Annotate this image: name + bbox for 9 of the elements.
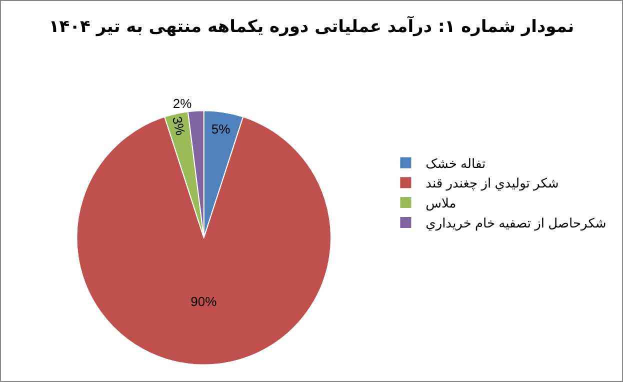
data-label: 3% bbox=[169, 115, 188, 138]
legend-label: شکر توليدي از چغندر قند bbox=[426, 176, 559, 192]
data-label: 90% bbox=[190, 294, 218, 309]
data-label: 2% bbox=[172, 96, 192, 111]
legend-label: تفاله خشک bbox=[426, 156, 486, 171]
data-label: 5% bbox=[211, 122, 231, 137]
legend-label: ملاس bbox=[426, 196, 456, 212]
chart-title: نمودار شماره ۱: درآمد عملیاتی دوره یکماهه منتهی به تیر ۱۴۰۴ bbox=[48, 14, 574, 37]
legend-label: شکرحاصل از تصفيه خام خريداري bbox=[426, 216, 606, 232]
